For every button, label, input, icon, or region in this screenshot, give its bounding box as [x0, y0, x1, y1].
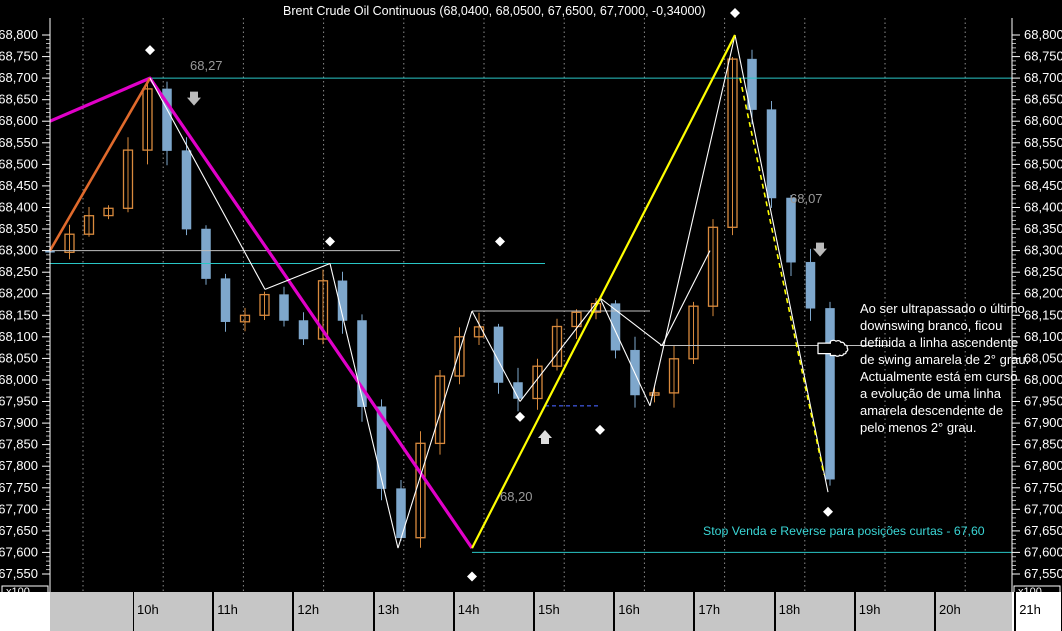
- svg-text:68,000: 68,000: [0, 372, 38, 387]
- svg-text:68,700: 68,700: [0, 70, 38, 85]
- svg-text:67,950: 67,950: [0, 394, 38, 409]
- svg-text:68,650: 68,650: [0, 92, 38, 107]
- svg-text:67,900: 67,900: [0, 415, 38, 430]
- svg-text:68,100: 68,100: [0, 329, 38, 344]
- svg-text:68,300: 68,300: [0, 243, 38, 258]
- svg-text:67,700: 67,700: [0, 501, 38, 516]
- svg-text:68,250: 68,250: [0, 264, 38, 279]
- svg-text:67,750: 67,750: [1024, 480, 1062, 495]
- svg-text:68,200: 68,200: [0, 286, 38, 301]
- svg-text:68,07: 68,07: [790, 191, 823, 206]
- svg-text:68,550: 68,550: [1024, 135, 1062, 150]
- svg-text:68,650: 68,650: [1024, 92, 1062, 107]
- svg-text:68,500: 68,500: [1024, 156, 1062, 171]
- svg-text:67,600: 67,600: [0, 544, 38, 559]
- svg-text:68,750: 68,750: [1024, 49, 1062, 64]
- svg-text:68,050: 68,050: [0, 350, 38, 365]
- svg-text:68,300: 68,300: [1024, 243, 1062, 258]
- svg-text:68,800: 68,800: [0, 27, 38, 42]
- svg-text:68,250: 68,250: [1024, 264, 1062, 279]
- svg-text:68,350: 68,350: [0, 221, 38, 236]
- svg-text:68,350: 68,350: [1024, 221, 1062, 236]
- svg-text:x100: x100: [6, 586, 30, 598]
- svg-text:67,800: 67,800: [0, 458, 38, 473]
- svg-text:67,700: 67,700: [1024, 501, 1062, 516]
- svg-text:68,400: 68,400: [0, 200, 38, 215]
- svg-text:68,400: 68,400: [1024, 200, 1062, 215]
- svg-text:68,750: 68,750: [0, 49, 38, 64]
- svg-text:67,550: 67,550: [0, 566, 38, 581]
- svg-text:67,750: 67,750: [0, 480, 38, 495]
- svg-text:67,800: 67,800: [1024, 458, 1062, 473]
- svg-text:68,500: 68,500: [0, 156, 38, 171]
- svg-text:67,650: 67,650: [1024, 523, 1062, 538]
- svg-text:68,450: 68,450: [1024, 178, 1062, 193]
- svg-text:68,600: 68,600: [1024, 113, 1062, 128]
- svg-text:67,850: 67,850: [1024, 437, 1062, 452]
- svg-text:68,150: 68,150: [0, 307, 38, 322]
- svg-text:67,850: 67,850: [0, 437, 38, 452]
- svg-text:68,600: 68,600: [0, 113, 38, 128]
- svg-text:68,20: 68,20: [500, 489, 533, 504]
- svg-text:68,450: 68,450: [0, 178, 38, 193]
- svg-text:67,650: 67,650: [0, 523, 38, 538]
- svg-text:68,550: 68,550: [0, 135, 38, 150]
- svg-text:68,700: 68,700: [1024, 70, 1062, 85]
- svg-text:68,27: 68,27: [190, 58, 223, 73]
- svg-text:68,800: 68,800: [1024, 27, 1062, 42]
- svg-text:67,600: 67,600: [1024, 544, 1062, 559]
- svg-text:67,550: 67,550: [1024, 566, 1062, 581]
- svg-text:68,200: 68,200: [1024, 286, 1062, 301]
